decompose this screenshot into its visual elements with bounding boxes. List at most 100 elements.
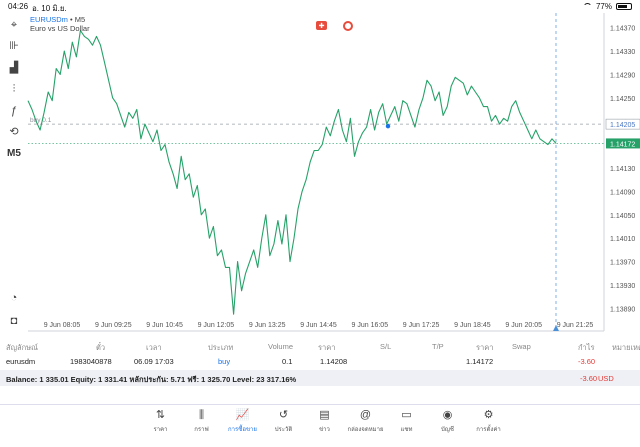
y-tick-label: 1.14330 xyxy=(610,49,635,56)
column-header[interactable]: ราคา xyxy=(318,343,336,352)
app-logo-icon[interactable]: ◘ xyxy=(10,315,18,327)
positions-table-header: สัญลักษณ์ ตั๋ว เวลา ประเภท Volume ราคา S/L T/P ร… xyxy=(0,340,640,352)
status-bar: 04:26 อ. 10 มิ.ย. 77% xyxy=(0,0,640,13)
nav-history[interactable]: ↺ ประวัติ xyxy=(263,406,304,447)
candle-type-icon[interactable]: ⊪ xyxy=(9,39,19,52)
x-tick-label: 9 Jun 08:05 xyxy=(44,322,81,329)
nav-label: ราคา xyxy=(153,427,168,433)
chart-toolbar: ⌖ ⊪ ▟ ⫶ ƒ ⟲ M5 ◔ ◘ xyxy=(0,13,28,335)
battery-fill xyxy=(618,5,628,8)
nav-label: การซื้อขาย xyxy=(228,427,257,433)
column-header[interactable]: Volume xyxy=(268,342,294,351)
balance-currency: USD xyxy=(598,374,614,383)
indicators-icon[interactable]: ⫶ xyxy=(12,82,16,95)
nav-account[interactable]: ◉ บัญชี xyxy=(427,406,468,447)
nav-mailbox[interactable]: @ กล่องจดหมาย xyxy=(345,406,386,447)
balance-profit: -3.60 xyxy=(580,374,598,383)
nav-label: ข่าว xyxy=(319,427,330,433)
balance-bar: Balance: 1 335.01 Equity: 1 331.41 หลักป… xyxy=(0,370,640,386)
price-chart[interactable]: 1.143701.143301.142901.142501.142101.141… xyxy=(0,13,640,335)
history-icon: ↺ xyxy=(278,409,289,421)
x-tick-label: 9 Jun 14:45 xyxy=(300,322,337,329)
chart-separator: • xyxy=(70,15,73,24)
timeframe-button[interactable]: M5 xyxy=(7,147,21,159)
y-tick-label: 1.14010 xyxy=(610,236,635,243)
balance-summary: Balance: 1 335.01 Equity: 1 331.41 หลักป… xyxy=(6,375,297,384)
current-price-label: 1.14172 xyxy=(610,141,635,148)
time-cursor-marker xyxy=(553,325,559,331)
speedometer-icon[interactable]: ◔ xyxy=(10,292,18,304)
mailbox-icon: @ xyxy=(359,409,372,421)
chat-icon: ▭ xyxy=(401,409,412,421)
nav-trade[interactable]: 📈 การซื้อขาย xyxy=(222,406,263,447)
nav-chat[interactable]: ▭ แชท xyxy=(386,406,427,447)
trade-icon: 📈 xyxy=(235,409,250,421)
cell-volume: 0.1 xyxy=(282,357,293,366)
cell-symbol: eurusdm xyxy=(6,357,36,366)
table-row[interactable]: eurusdm 1983040878 06.09 17:03 buy 0.1 1.1420… xyxy=(0,355,640,367)
x-tick-label: 9 Jun 10:45 xyxy=(146,322,183,329)
y-tick-label: 1.14370 xyxy=(610,26,635,33)
x-tick-label: 9 Jun 20:05 xyxy=(505,322,542,329)
column-header[interactable]: ตั๋ว xyxy=(96,343,106,352)
news-icon: ▤ xyxy=(319,409,330,421)
chart-symbol[interactable]: EURUSDm xyxy=(30,15,68,24)
crosshair-icon[interactable]: ⌖ xyxy=(10,18,18,31)
column-header[interactable]: S/L xyxy=(380,342,392,351)
nav-news[interactable]: ▤ ข่าว xyxy=(304,406,345,447)
bottom-navigation: ⇅ ราคา ⫼ กราฟ 📈 การซื้อขาย ↺ ประวัติ ▤ ข่าว @ กล่อง… xyxy=(140,406,510,447)
one-click-trading-icon[interactable] xyxy=(343,21,353,31)
account-icon: ◉ xyxy=(442,409,453,421)
column-header[interactable]: T/P xyxy=(432,342,444,351)
entry-marker xyxy=(385,123,391,129)
y-tick-label: 1.14250 xyxy=(610,96,635,103)
cell-profit: -3.60 xyxy=(578,357,596,366)
chart-header: EURUSDm • M5 Euro vs US Dollar xyxy=(30,15,90,33)
column-header[interactable]: ประเภท xyxy=(208,343,234,352)
y-tick-label: 1.13970 xyxy=(610,260,635,267)
quotes-icon: ⇅ xyxy=(155,409,166,421)
objects-icon[interactable]: ⟲ xyxy=(9,125,19,138)
column-header[interactable]: สัญลักษณ์ xyxy=(6,343,39,352)
x-tick-label: 9 Jun 13:25 xyxy=(249,322,286,329)
status-date: อ. 10 มิ.ย. xyxy=(32,4,67,13)
column-header[interactable]: หมายเหตุ xyxy=(612,343,640,352)
x-tick-label: 9 Jun 16:05 xyxy=(352,322,389,329)
cell-time: 06.09 17:03 xyxy=(134,357,174,366)
y-tick-label: 1.14050 xyxy=(610,213,635,220)
wifi-icon xyxy=(582,3,592,10)
nav-chart[interactable]: ⫼ กราฟ xyxy=(181,406,222,447)
chart-timeframe: M5 xyxy=(74,15,86,24)
battery-icon xyxy=(616,3,632,10)
entry-price-tag xyxy=(605,118,640,130)
chart-description: Euro vs US Dollar xyxy=(30,24,90,33)
flag-icon[interactable]: ✚ xyxy=(316,21,327,30)
nav-label: แชท xyxy=(400,427,413,433)
nav-label: บัญชี xyxy=(441,427,454,433)
function-icon[interactable]: ƒ xyxy=(10,105,18,117)
nav-settings[interactable]: ⚙ การตั้งค่า xyxy=(468,406,509,447)
x-tick-label: 9 Jun 12:05 xyxy=(198,322,235,329)
x-tick-label: 9 Jun 17:25 xyxy=(403,322,440,329)
current-price-tag xyxy=(606,138,640,149)
y-tick-label: 1.14290 xyxy=(610,72,635,79)
nav-label: ประวัติ xyxy=(274,427,293,433)
nav-label: การตั้งค่า xyxy=(476,427,501,433)
status-right: 77% xyxy=(582,2,632,11)
nav-divider xyxy=(0,404,640,405)
nav-quotes[interactable]: ⇅ ราคา xyxy=(140,406,181,447)
y-tick-label: 1.13890 xyxy=(610,306,635,313)
x-tick-label: 9 Jun 09:25 xyxy=(95,322,132,329)
bar-chart-icon[interactable]: ▟ xyxy=(9,61,19,74)
column-header[interactable]: ราคา xyxy=(476,343,494,352)
column-header[interactable]: กำไร xyxy=(578,343,595,352)
settings-icon: ⚙ xyxy=(483,409,494,421)
column-header[interactable]: Swap xyxy=(512,342,531,351)
status-time: 04:26 xyxy=(8,2,29,11)
column-header[interactable]: เวลา xyxy=(146,343,162,352)
y-tick-label: 1.13930 xyxy=(610,283,635,290)
cell-ticket: 1983040878 xyxy=(70,357,112,366)
cell-current-price: 1.14172 xyxy=(466,357,494,366)
entry-line-label: buy 0.1 xyxy=(30,117,52,124)
battery-percent: 77% xyxy=(595,2,612,11)
